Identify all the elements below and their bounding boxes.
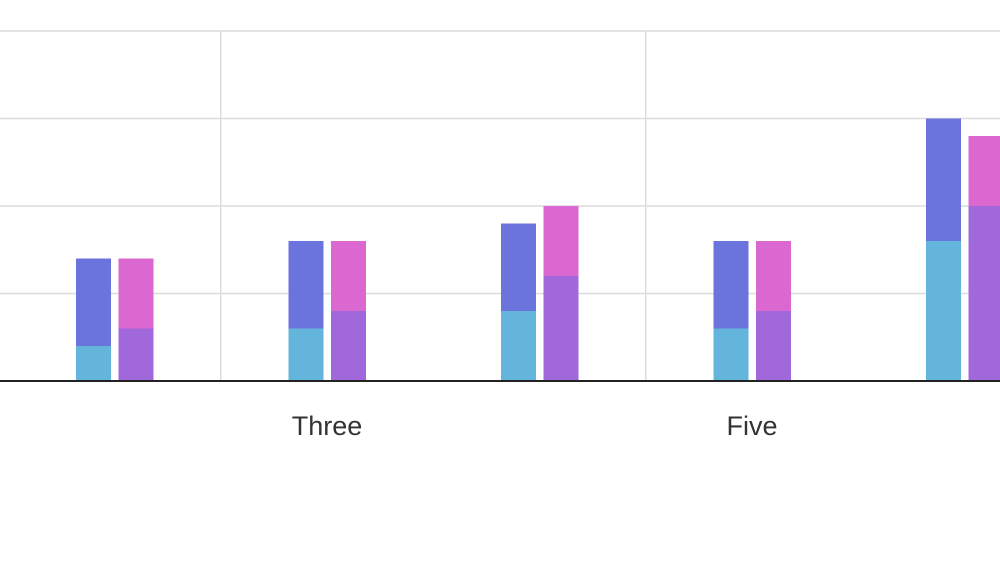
- bar-segment: [968, 206, 1000, 381]
- bar-segment: [118, 328, 154, 381]
- bar-segment: [543, 206, 579, 276]
- bar-segment: [756, 311, 791, 381]
- bar-segment: [501, 311, 536, 381]
- bar-segment: [926, 241, 961, 381]
- bar-segment: [926, 118, 961, 241]
- bar-segment: [118, 258, 154, 329]
- bar-segment: [501, 223, 536, 311]
- bar-segment: [288, 241, 324, 329]
- x-tick-label: Five: [726, 411, 777, 441]
- x-tick-label: Three: [292, 411, 363, 441]
- bar-segment: [76, 346, 111, 381]
- bar-segment: [713, 241, 749, 329]
- bar-segment: [76, 258, 111, 346]
- bar-segment: [968, 136, 1000, 206]
- bar-segment: [288, 328, 324, 381]
- bar-segment: [713, 328, 749, 381]
- bar-segment: [331, 241, 366, 311]
- bar-segment: [543, 276, 579, 381]
- bar-segment: [756, 241, 791, 311]
- bar-segment: [331, 311, 366, 381]
